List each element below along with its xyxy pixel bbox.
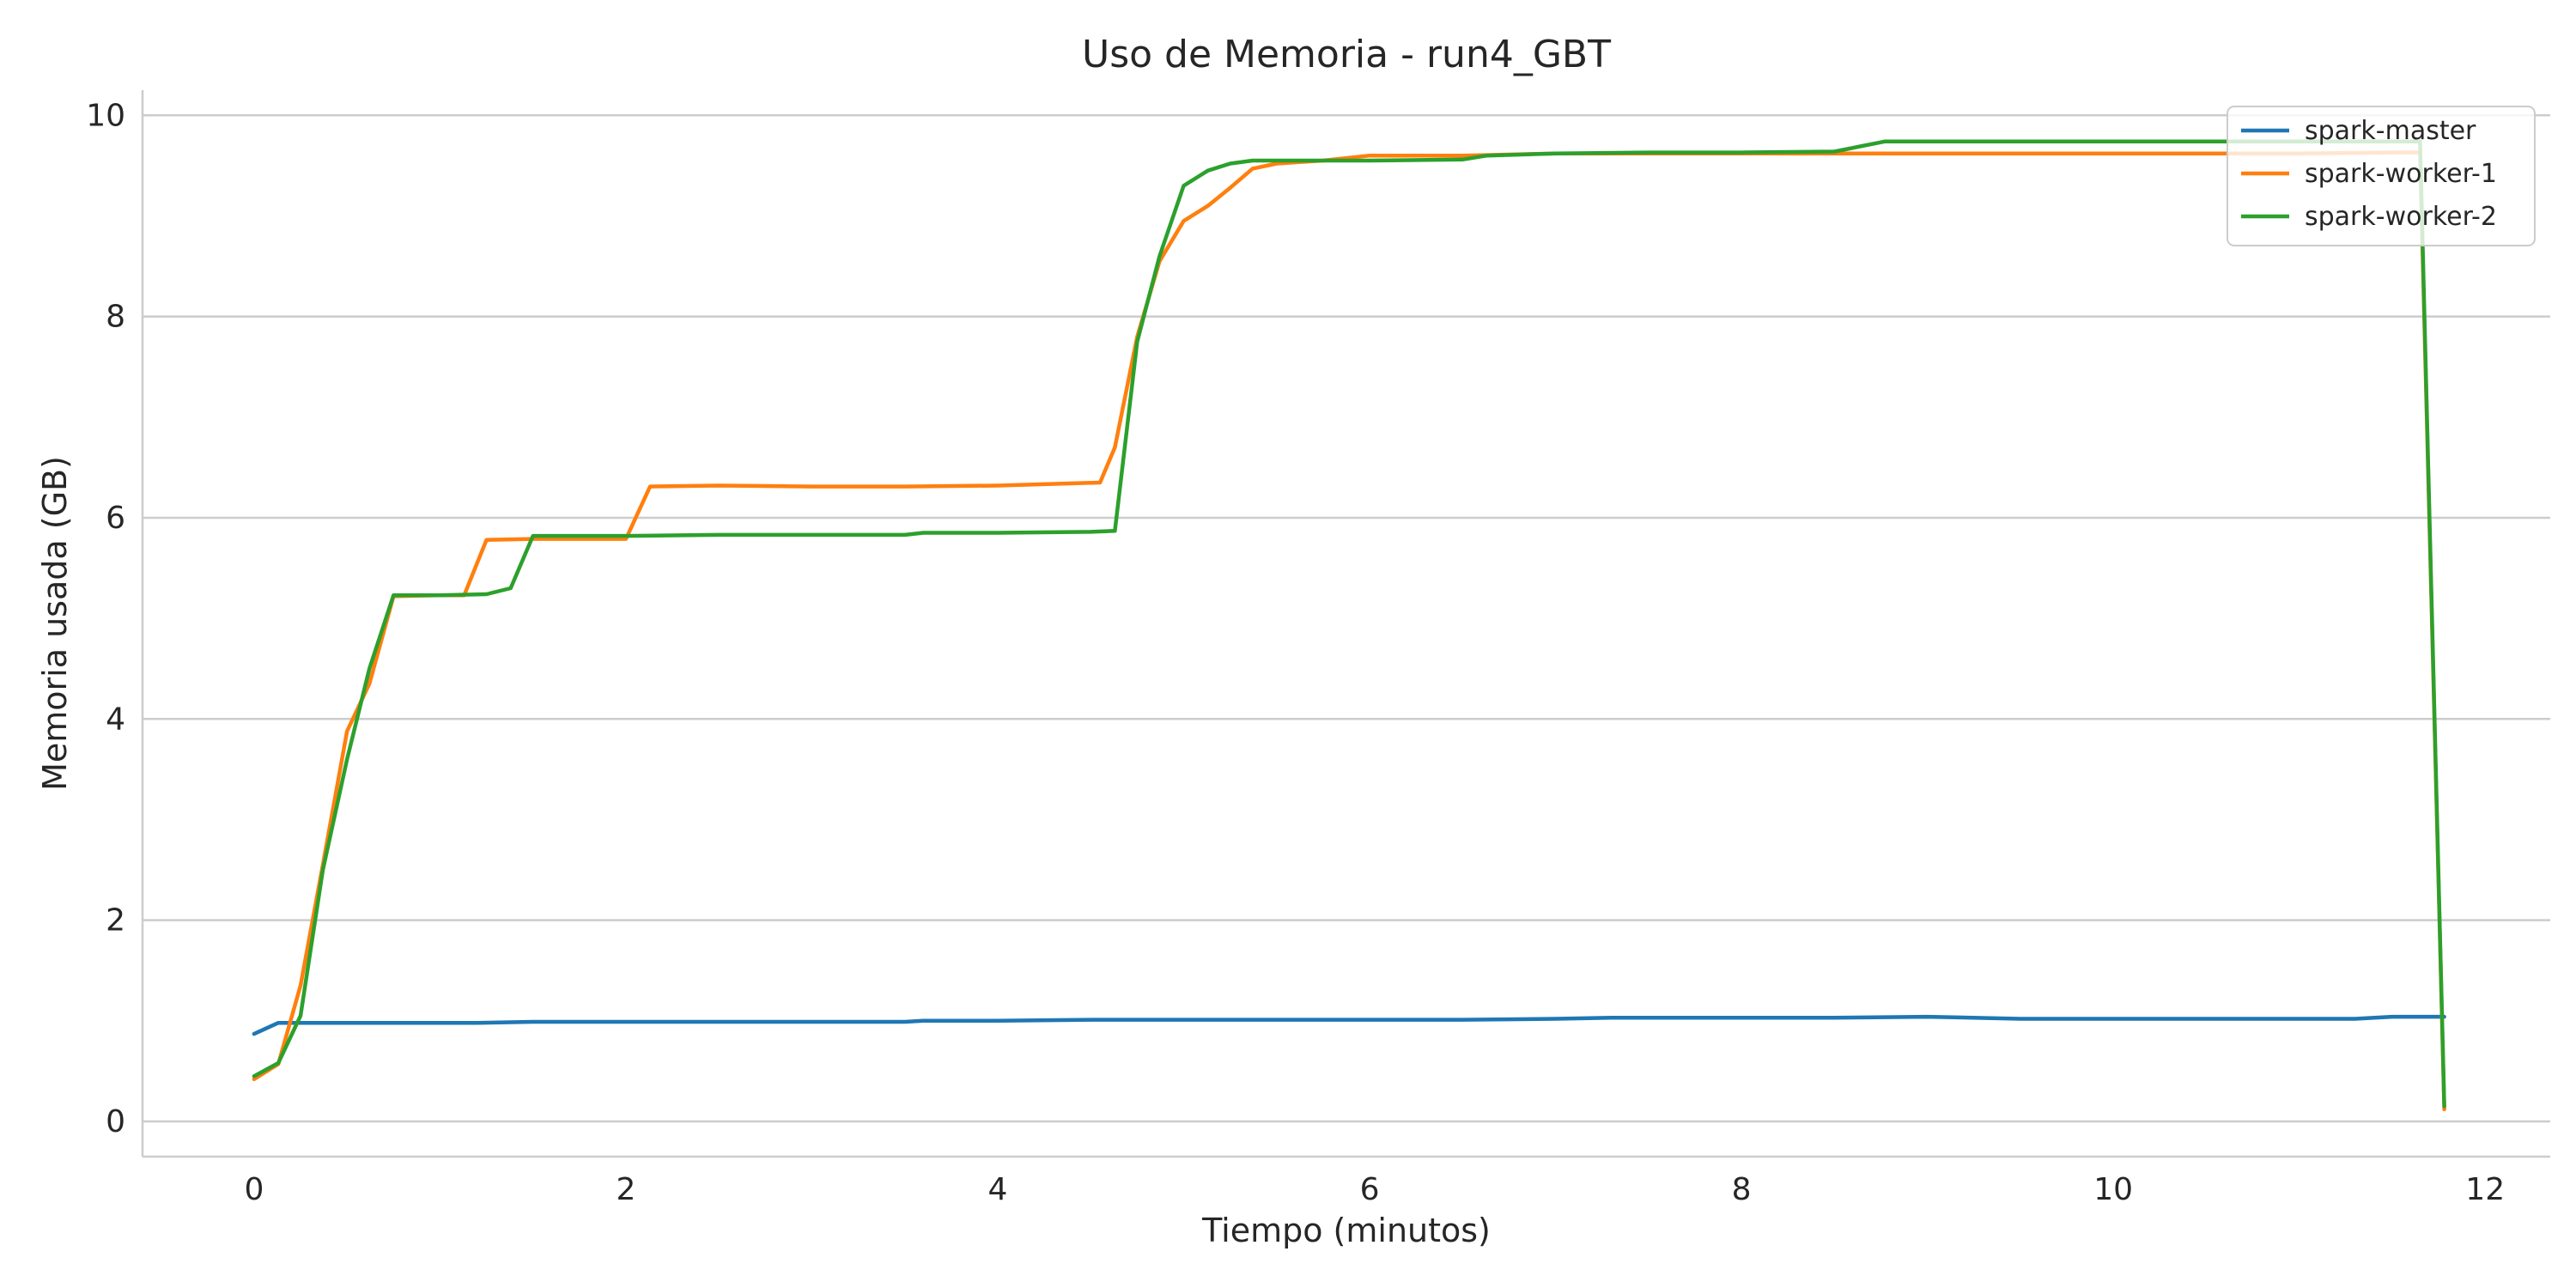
y-tick-label: 8 bbox=[106, 300, 125, 335]
x-tick-label: 6 bbox=[1360, 1172, 1380, 1207]
y-tick-labels: 0 2 4 6 8 10 bbox=[86, 98, 125, 1139]
x-tick-labels: 0 2 4 6 8 10 12 bbox=[244, 1172, 2505, 1207]
y-tick-label: 6 bbox=[106, 501, 125, 536]
y-tick-label: 4 bbox=[106, 702, 125, 737]
x-axis-label: Tiempo (minutos) bbox=[1201, 1212, 1491, 1249]
y-tick-label: 0 bbox=[106, 1104, 125, 1139]
x-tick-label: 12 bbox=[2465, 1172, 2505, 1207]
x-tick-label: 2 bbox=[617, 1172, 636, 1207]
chart-title: Uso de Memoria - run4_GBT bbox=[1082, 33, 1611, 76]
y-tick-label: 2 bbox=[106, 903, 125, 939]
series-line-spark-worker-2 bbox=[252, 139, 2446, 1109]
y-tick-label: 10 bbox=[86, 98, 125, 133]
legend: spark-master spark-worker-1 spark-worker-2 bbox=[2227, 106, 2536, 246]
legend-label: spark-worker-1 bbox=[2305, 159, 2497, 189]
gridlines bbox=[143, 114, 2550, 1123]
x-tick-label: 8 bbox=[1732, 1172, 1752, 1207]
x-tick-label: 0 bbox=[244, 1172, 264, 1207]
y-axis-label: Memoria usada (GB) bbox=[36, 456, 74, 791]
legend-frame bbox=[2227, 106, 2536, 246]
legend-label: spark-master bbox=[2305, 116, 2476, 146]
x-tick-label: 4 bbox=[988, 1172, 1008, 1207]
series-line-spark-worker-1 bbox=[252, 150, 2446, 1112]
series-lines bbox=[252, 139, 2446, 1112]
series-line-spark-master bbox=[252, 1014, 2446, 1036]
x-tick-label: 10 bbox=[2093, 1172, 2133, 1207]
legend-label: spark-worker-2 bbox=[2305, 202, 2497, 232]
